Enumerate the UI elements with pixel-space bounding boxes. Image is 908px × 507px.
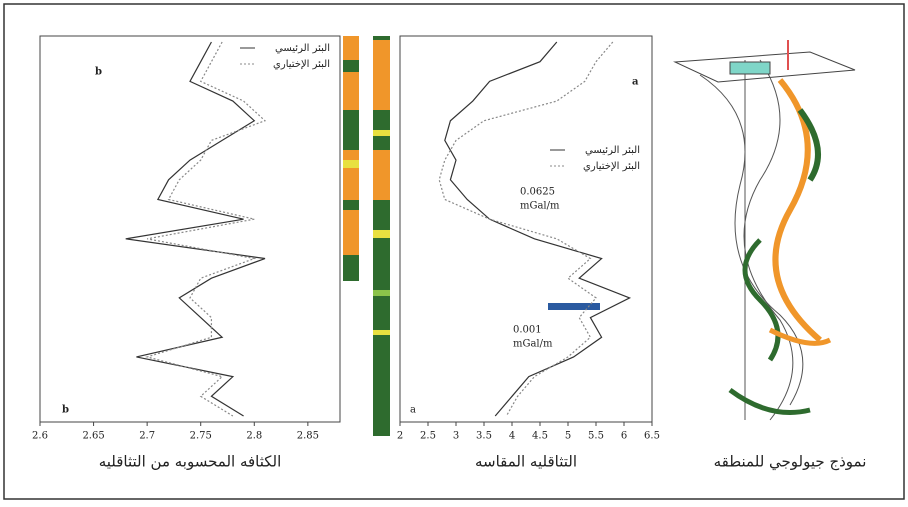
annotation: 0.0625	[520, 187, 555, 198]
annotation: a	[632, 77, 639, 88]
model-caption: نموذج جيولوجي للمنطقه	[714, 453, 867, 472]
figure: نموذج جيولوجي للمنطقه 2.6 2.65 2.7 2.75 2.8 2…	[0, 0, 908, 503]
x-tick-label: 2	[397, 431, 403, 442]
annotation: mGal/m	[520, 201, 560, 212]
x-tick-label: 2.75	[190, 431, 212, 442]
x-tick-label: 4	[509, 431, 515, 442]
scale-bar	[548, 303, 600, 310]
caption: التثاقليه المقاسه	[475, 453, 577, 471]
x-tick-label: 3.5	[476, 431, 492, 442]
x-tick-label: 4.5	[532, 431, 548, 442]
x-tick-label: 2.8	[246, 431, 262, 442]
x-tick-label: 2.65	[82, 431, 104, 442]
x-tick-label: 2.5	[420, 431, 436, 442]
frame	[4, 4, 904, 499]
annotation: 0.001	[513, 325, 542, 336]
legend-label: البئر الإختياري	[273, 59, 330, 70]
annotation: mGal/m	[513, 339, 553, 350]
legend-label: البئر الرئيسي	[275, 43, 330, 54]
x-tick-label: 5	[565, 431, 571, 442]
x-tick-label: 2.6	[32, 431, 48, 442]
x-tick-label: 2.85	[297, 431, 319, 442]
x-tick-label: 3	[453, 431, 459, 442]
x-tick-label: 6	[621, 431, 627, 442]
annotation: b	[62, 405, 69, 416]
annotation: a	[410, 405, 416, 416]
x-tick-label: 5.5	[588, 431, 604, 442]
legend-label: البئر الإختياري	[583, 161, 640, 172]
caption: الكثافه المحسوبه من التثاقليه	[99, 453, 282, 471]
x-tick-label: 6.5	[644, 431, 660, 442]
x-tick-label: 2.7	[139, 431, 155, 442]
annotation: b	[95, 67, 102, 78]
legend-label: البئر الرئيسي	[585, 145, 640, 156]
